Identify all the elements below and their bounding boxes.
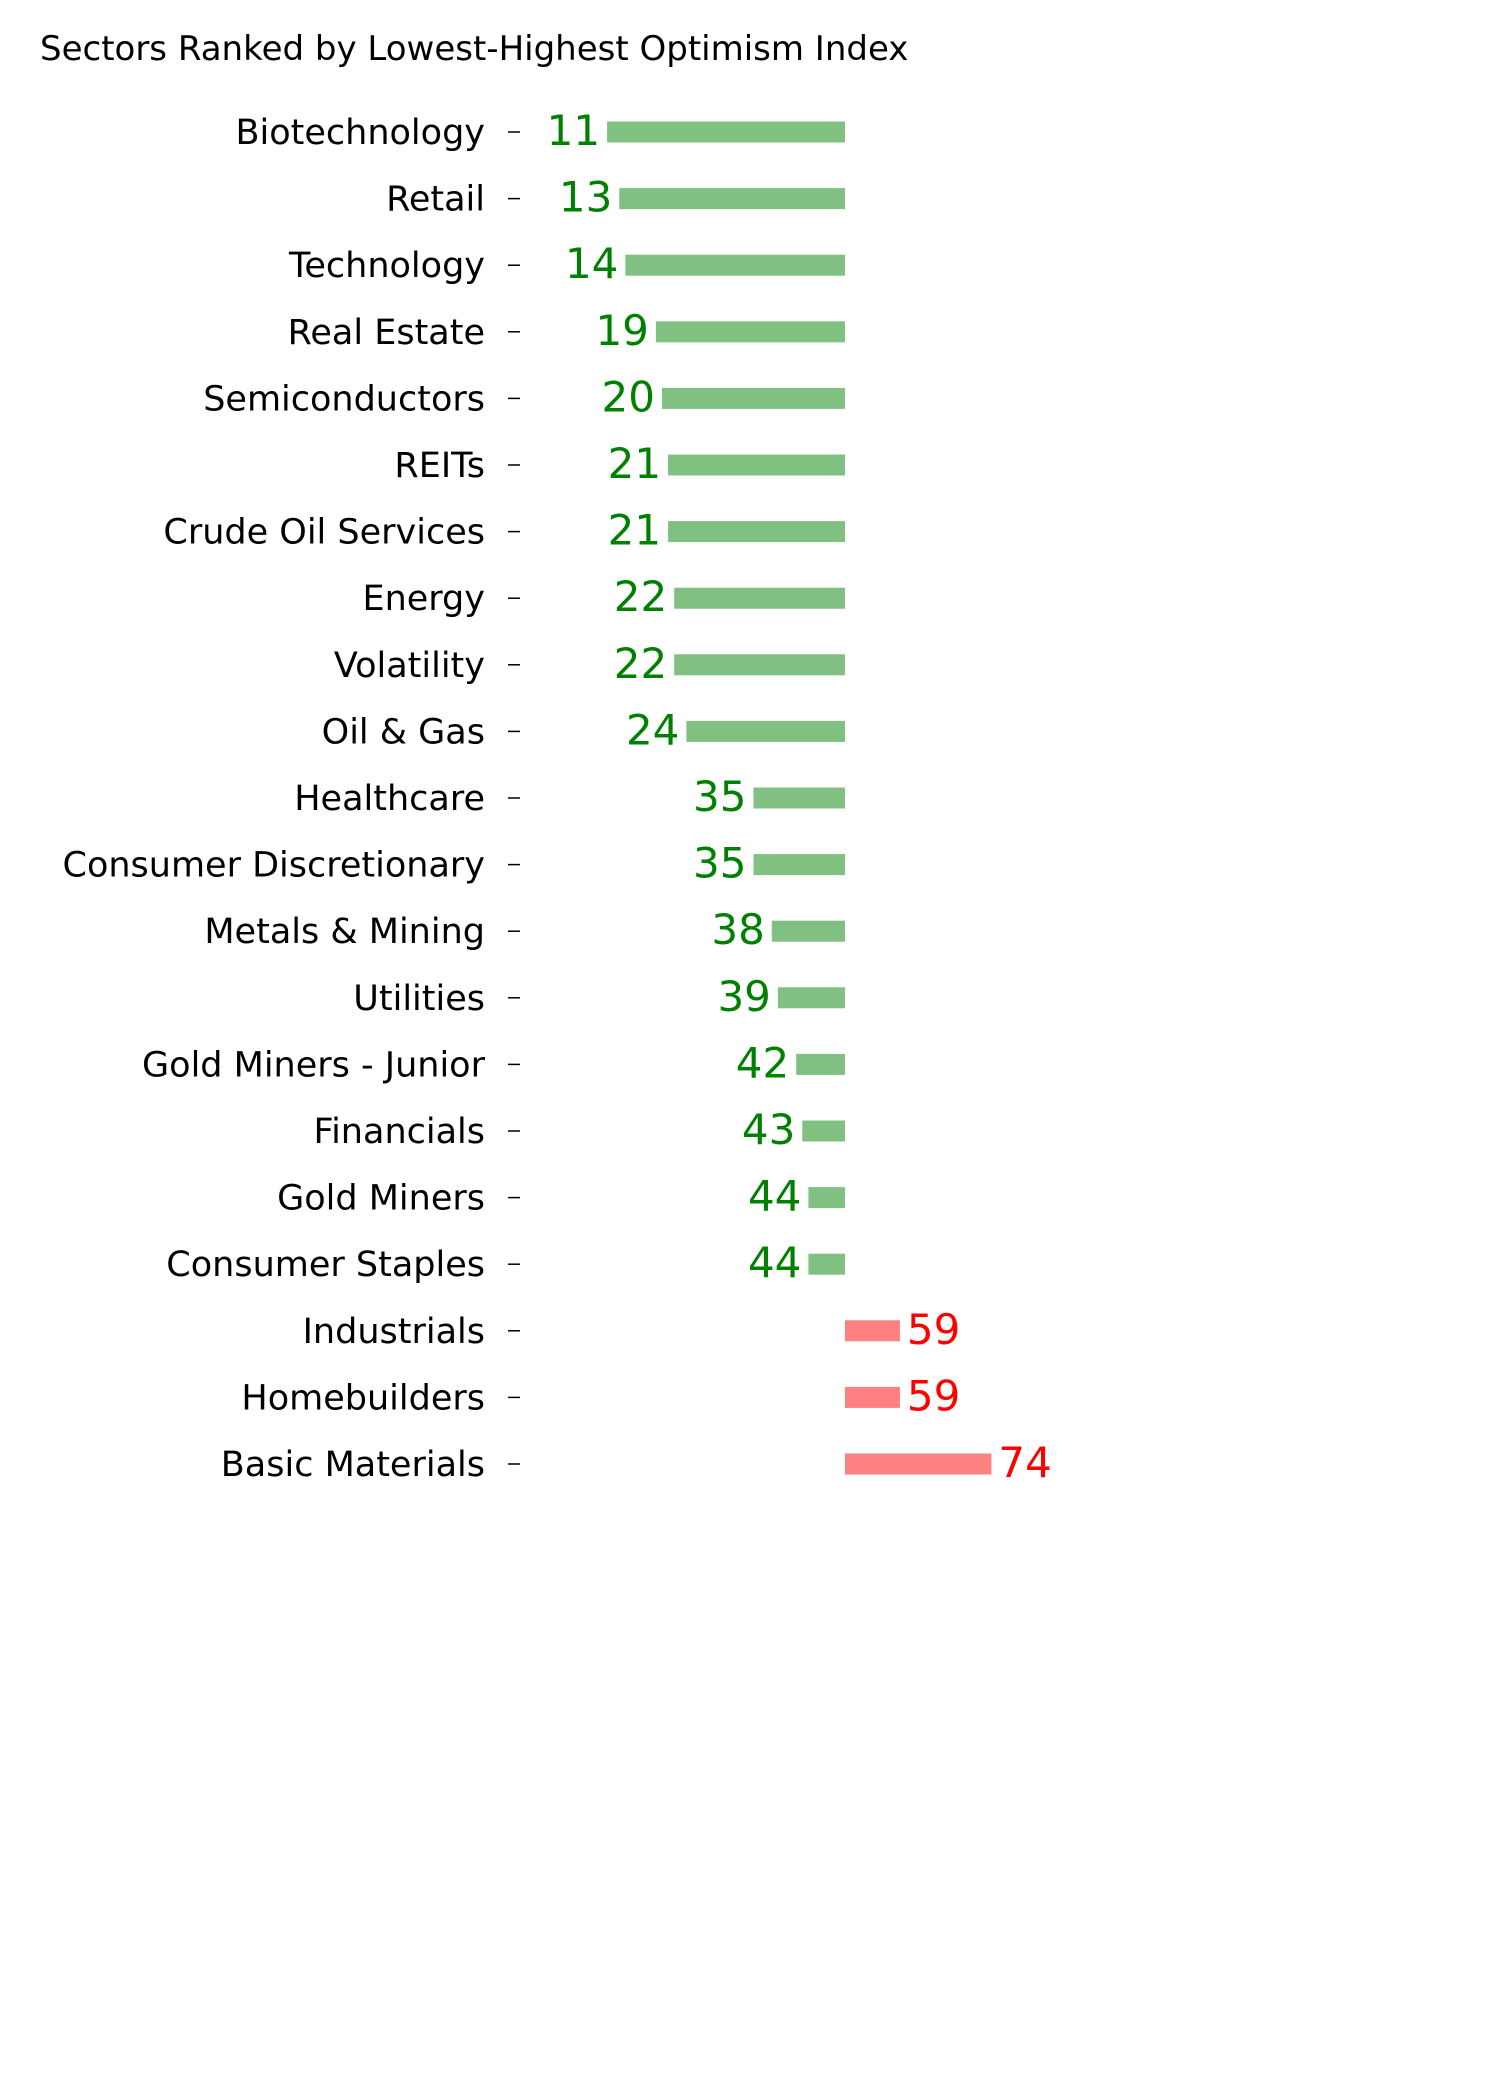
- chart-row: Consumer Staples 44: [166, 1238, 845, 1287]
- value-label: 11: [547, 106, 600, 155]
- category-label: Oil & Gas: [322, 712, 485, 752]
- bar: [771, 920, 845, 942]
- category-label: Gold Miners - Junior: [142, 1045, 486, 1085]
- value-label: 44: [748, 1238, 801, 1287]
- bar: [802, 1120, 845, 1142]
- bar: [777, 987, 845, 1009]
- chart-row: Industrials 59: [303, 1305, 961, 1354]
- optimism-index-chart: Sectors Ranked by Lowest-Highest Optimis…: [40, 29, 1052, 1487]
- chart-row: Semiconductors 20: [203, 372, 845, 421]
- value-label: 13: [559, 173, 612, 222]
- category-label: Energy: [362, 579, 485, 619]
- bar: [686, 720, 845, 742]
- category-label: Basic Materials: [221, 1445, 485, 1485]
- bar: [845, 1453, 992, 1475]
- chart-row: Consumer Discretionary 35: [63, 839, 845, 888]
- value-label: 44: [748, 1172, 801, 1221]
- value-label: 22: [614, 572, 667, 621]
- value-label: 14: [565, 239, 618, 288]
- bar: [674, 587, 845, 609]
- chart-rows: Biotechnology 11 Retail 13 Technology 14 Real …: [63, 106, 1052, 1487]
- bar: [619, 188, 845, 210]
- value-label: 35: [693, 839, 746, 888]
- bar: [674, 654, 845, 676]
- chart-row: Oil & Gas 24: [322, 705, 845, 754]
- value-label: 24: [626, 705, 679, 754]
- category-label: Consumer Discretionary: [63, 846, 486, 886]
- value-label: 20: [602, 372, 655, 421]
- bar: [668, 454, 845, 476]
- chart-row: Gold Miners 44: [277, 1172, 845, 1221]
- bar: [625, 254, 845, 276]
- category-label: Gold Miners: [277, 1179, 485, 1219]
- category-label: Utilities: [353, 979, 485, 1019]
- category-label: Industrials: [303, 1312, 485, 1352]
- value-label: 43: [742, 1105, 795, 1154]
- category-label: Biotechnology: [236, 113, 486, 153]
- bar: [845, 1386, 900, 1408]
- category-label: Consumer Staples: [166, 1245, 485, 1285]
- bar: [808, 1253, 845, 1275]
- bar: [796, 1053, 845, 1075]
- category-label: Crude Oil Services: [163, 513, 485, 553]
- bar: [808, 1187, 845, 1209]
- chart-row: Energy 22: [362, 572, 845, 621]
- chart-row: REITs 21: [394, 439, 845, 488]
- value-label: 38: [711, 905, 764, 954]
- value-label: 22: [614, 639, 667, 688]
- chart-row: Homebuilders 59: [241, 1371, 960, 1420]
- chart-container: Sectors Ranked by Lowest-Highest Optimis…: [40, 29, 1052, 1487]
- chart-row: Crude Oil Services 21: [163, 506, 845, 555]
- chart-row: Metals & Mining 38: [204, 905, 845, 954]
- chart-row: Basic Materials 74: [221, 1438, 1052, 1487]
- category-label: Technology: [288, 246, 485, 286]
- category-label: Financials: [314, 1112, 486, 1152]
- bar: [655, 321, 845, 343]
- category-label: Retail: [386, 180, 485, 220]
- category-label: Volatility: [334, 646, 485, 686]
- value-label: 74: [998, 1438, 1051, 1487]
- category-label: REITs: [394, 446, 485, 486]
- bar: [668, 521, 845, 543]
- category-label: Homebuilders: [241, 1378, 485, 1418]
- chart-row: Utilities 39: [353, 972, 845, 1021]
- chart-row: Healthcare 35: [294, 772, 845, 821]
- chart-row: Real Estate 19: [288, 306, 845, 355]
- bar: [662, 387, 845, 409]
- chart-row: Gold Miners - Junior 42: [142, 1038, 845, 1087]
- category-label: Semiconductors: [203, 379, 485, 419]
- chart-row: Technology 14: [288, 239, 845, 288]
- category-label: Real Estate: [288, 313, 485, 353]
- value-label: 39: [717, 972, 770, 1021]
- chart-row: Financials 43: [314, 1105, 845, 1154]
- value-label: 42: [736, 1038, 789, 1087]
- chart-title: Sectors Ranked by Lowest-Highest Optimis…: [40, 29, 908, 69]
- chart-row: Retail 13: [386, 173, 845, 222]
- category-label: Metals & Mining: [204, 912, 485, 952]
- bar: [753, 787, 845, 809]
- chart-row: Volatility 22: [334, 639, 845, 688]
- value-label: 19: [595, 306, 648, 355]
- bar: [753, 854, 845, 876]
- chart-row: Biotechnology 11: [236, 106, 845, 155]
- value-label: 59: [907, 1371, 960, 1420]
- value-label: 21: [608, 506, 661, 555]
- bar: [607, 121, 845, 143]
- bar: [845, 1320, 900, 1342]
- value-label: 59: [907, 1305, 960, 1354]
- value-label: 21: [608, 439, 661, 488]
- category-label: Healthcare: [294, 779, 485, 819]
- value-label: 35: [693, 772, 746, 821]
